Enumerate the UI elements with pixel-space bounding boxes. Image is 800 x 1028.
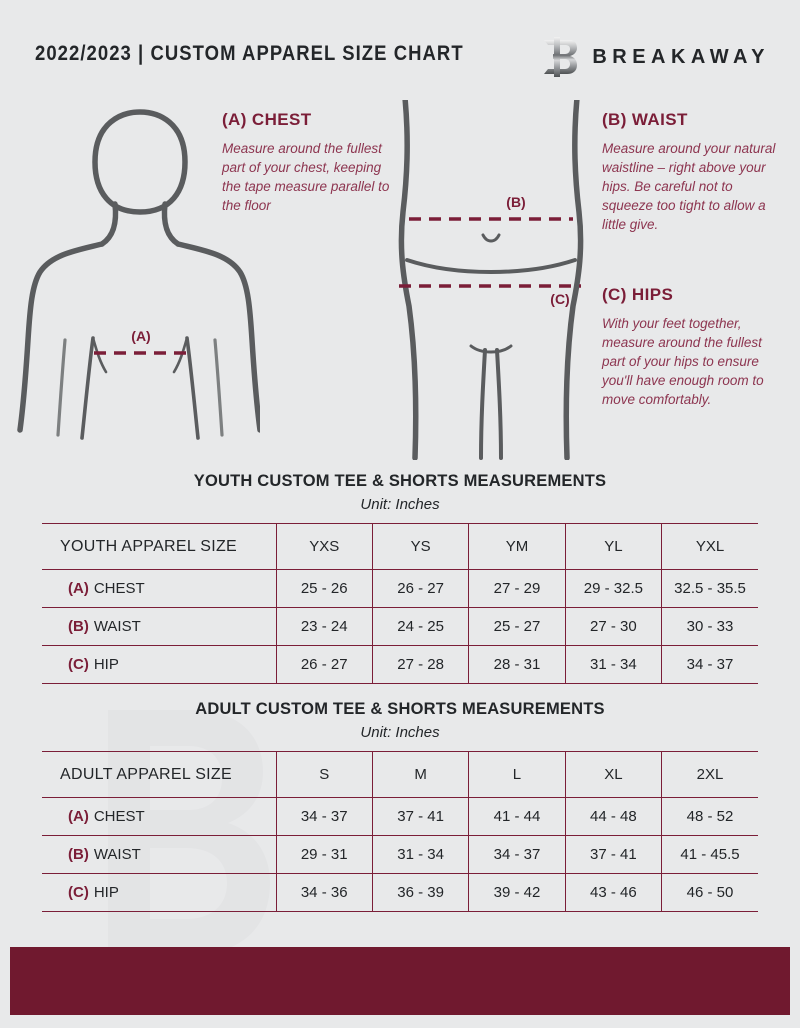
- youth-chest-yxs: 25 - 26: [276, 569, 373, 608]
- youth-size-section: YOUTH CUSTOM TEE & SHORTS MEASUREMENTS U…: [42, 472, 758, 684]
- table-row: (A) CHEST 34 - 37 37 - 41 41 - 44 44 - 48…: [42, 797, 758, 836]
- youth-hip-ys: 27 - 28: [372, 645, 470, 684]
- adult-hip-l: 39 - 42: [468, 873, 566, 912]
- youth-col-4: YXL: [661, 523, 758, 570]
- youth-hip-yxl: 34 - 37: [661, 645, 758, 684]
- adult-section-title: ADULT CUSTOM TEE & SHORTS MEASUREMENTS: [195, 700, 605, 718]
- row-tag-c: (C): [68, 656, 89, 673]
- info-block-hips: (C) HIPS With your feet together, measur…: [602, 285, 782, 409]
- adult-col-3: XL: [565, 751, 663, 798]
- waist-marker-label: (B): [506, 194, 525, 210]
- adult-waist-s: 29 - 31: [276, 835, 373, 874]
- table-header-row: YOUTH APPAREL SIZE YXS YS YM YL YXL: [42, 523, 758, 570]
- adult-chest-m: 37 - 41: [372, 797, 470, 836]
- table-row: (C) HIP 34 - 36 36 - 39 39 - 42 43 - 46 4…: [42, 873, 758, 912]
- adult-chest-xl: 44 - 48: [565, 797, 663, 836]
- adult-waist-xl: 37 - 41: [565, 835, 663, 874]
- info-body-waist: Measure around your natural waistline – …: [602, 141, 776, 232]
- info-body-chest: Measure around the fullest part of your …: [222, 141, 390, 213]
- page-header: 2022/2023 | CUSTOM APPAREL SIZE CHART: [0, 0, 800, 92]
- adult-size-table: ADULT APPAREL SIZE S M L XL 2XL (A) CHEST…: [42, 751, 758, 912]
- youth-col-1: YS: [372, 523, 470, 570]
- info-block-chest: (A) CHEST Measure around the fullest par…: [222, 110, 397, 215]
- row-tag-c: (C): [68, 884, 89, 901]
- table-header-row: ADULT APPAREL SIZE S M L XL 2XL: [42, 751, 758, 798]
- row-text-hip: HIP: [93, 656, 119, 673]
- youth-waist-ym: 25 - 27: [468, 607, 566, 646]
- chest-marker-label: (A): [131, 328, 150, 344]
- info-heading-chest: (A) CHEST: [222, 110, 312, 129]
- youth-waist-yxs: 23 - 24: [276, 607, 373, 646]
- table-row: (B) WAIST 29 - 31 31 - 34 34 - 37 37 - 41…: [42, 835, 758, 874]
- adult-row-waist-label: (B) WAIST: [42, 835, 277, 874]
- youth-hip-yxs: 26 - 27: [276, 645, 373, 684]
- adult-hip-m: 36 - 39: [372, 873, 470, 912]
- brand-lockup: BREAKAWAY: [540, 35, 770, 79]
- youth-col-2: YM: [468, 523, 566, 570]
- info-heading-waist: (B) WAIST: [602, 110, 688, 129]
- row-text-waist: WAIST: [93, 618, 141, 635]
- row-tag-a: (A): [68, 808, 89, 825]
- adult-col-4: 2XL: [661, 751, 758, 798]
- table-row: (C) HIP 26 - 27 27 - 28 28 - 31 31 - 34 3…: [42, 645, 758, 684]
- youth-section-unit: Unit: Inches: [360, 496, 440, 513]
- adult-waist-2xl: 41 - 45.5: [661, 835, 758, 874]
- youth-row-hip-label: (C) HIP: [42, 645, 277, 684]
- youth-col-3: YL: [565, 523, 663, 570]
- youth-row-chest-label: (A) CHEST: [42, 569, 277, 608]
- youth-size-table: YOUTH APPAREL SIZE YXS YS YM YL YXL (A) C…: [42, 523, 758, 684]
- youth-section-title: YOUTH CUSTOM TEE & SHORTS MEASUREMENTS: [193, 472, 607, 490]
- adult-col-2: L: [468, 751, 566, 798]
- adult-waist-m: 31 - 34: [372, 835, 470, 874]
- adult-size-section: ADULT CUSTOM TEE & SHORTS MEASUREMENTS U…: [42, 700, 758, 912]
- adult-hip-2xl: 46 - 50: [661, 873, 758, 912]
- youth-chest-ym: 27 - 29: [468, 569, 566, 608]
- row-text-waist: WAIST: [93, 846, 141, 863]
- row-text-chest: CHEST: [93, 580, 145, 597]
- breakaway-b-logo-icon: [544, 37, 578, 77]
- adult-chest-2xl: 48 - 52: [661, 797, 758, 836]
- adult-hip-s: 34 - 36: [276, 873, 373, 912]
- adult-chest-s: 34 - 37: [276, 797, 373, 836]
- youth-chest-ys: 26 - 27: [372, 569, 470, 608]
- adult-col-0: S: [276, 751, 373, 798]
- youth-row-waist-label: (B) WAIST: [42, 607, 277, 646]
- youth-waist-yl: 27 - 30: [565, 607, 663, 646]
- youth-chest-yl: 29 - 32.5: [565, 569, 663, 608]
- row-tag-b: (B): [68, 618, 89, 635]
- row-text-chest: CHEST: [93, 808, 145, 825]
- chest-measurement-figure: (A): [17, 109, 260, 440]
- adult-row-header-label: ADULT APPAREL SIZE: [42, 751, 277, 798]
- footer-color-bar: [10, 947, 790, 1015]
- adult-col-1: M: [372, 751, 470, 798]
- table-row: (B) WAIST 23 - 24 24 - 25 25 - 27 27 - 30…: [42, 607, 758, 646]
- adult-chest-l: 41 - 44: [468, 797, 566, 836]
- waist-hip-measurement-figure: (B) (C): [398, 100, 584, 460]
- info-heading-hips: (C) HIPS: [602, 285, 674, 304]
- info-body-hips: With your feet together, measure around …: [602, 316, 764, 407]
- info-block-waist: (B) WAIST Measure around your natural wa…: [602, 110, 782, 234]
- adult-row-hip-label: (C) HIP: [42, 873, 277, 912]
- brand-name: BREAKAWAY: [592, 45, 770, 68]
- youth-waist-yxl: 30 - 33: [661, 607, 758, 646]
- row-tag-a: (A): [68, 580, 89, 597]
- adult-section-unit: Unit: Inches: [360, 724, 440, 741]
- youth-chest-yxl: 32.5 - 35.5: [661, 569, 758, 608]
- hip-marker-label: (C): [550, 291, 569, 307]
- youth-hip-yl: 31 - 34: [565, 645, 663, 684]
- adult-waist-l: 34 - 37: [468, 835, 566, 874]
- row-tag-b: (B): [68, 846, 89, 863]
- row-text-hip: HIP: [93, 884, 119, 901]
- youth-row-header-label: YOUTH APPAREL SIZE: [42, 523, 277, 570]
- table-row: (A) CHEST 25 - 26 26 - 27 27 - 29 29 - 32…: [42, 569, 758, 608]
- adult-row-chest-label: (A) CHEST: [42, 797, 277, 836]
- page-title: 2022/2023 | CUSTOM APPAREL SIZE CHART: [35, 42, 464, 65]
- adult-hip-xl: 43 - 46: [565, 873, 663, 912]
- youth-waist-ys: 24 - 25: [372, 607, 470, 646]
- youth-col-0: YXS: [276, 523, 373, 570]
- youth-hip-ym: 28 - 31: [468, 645, 566, 684]
